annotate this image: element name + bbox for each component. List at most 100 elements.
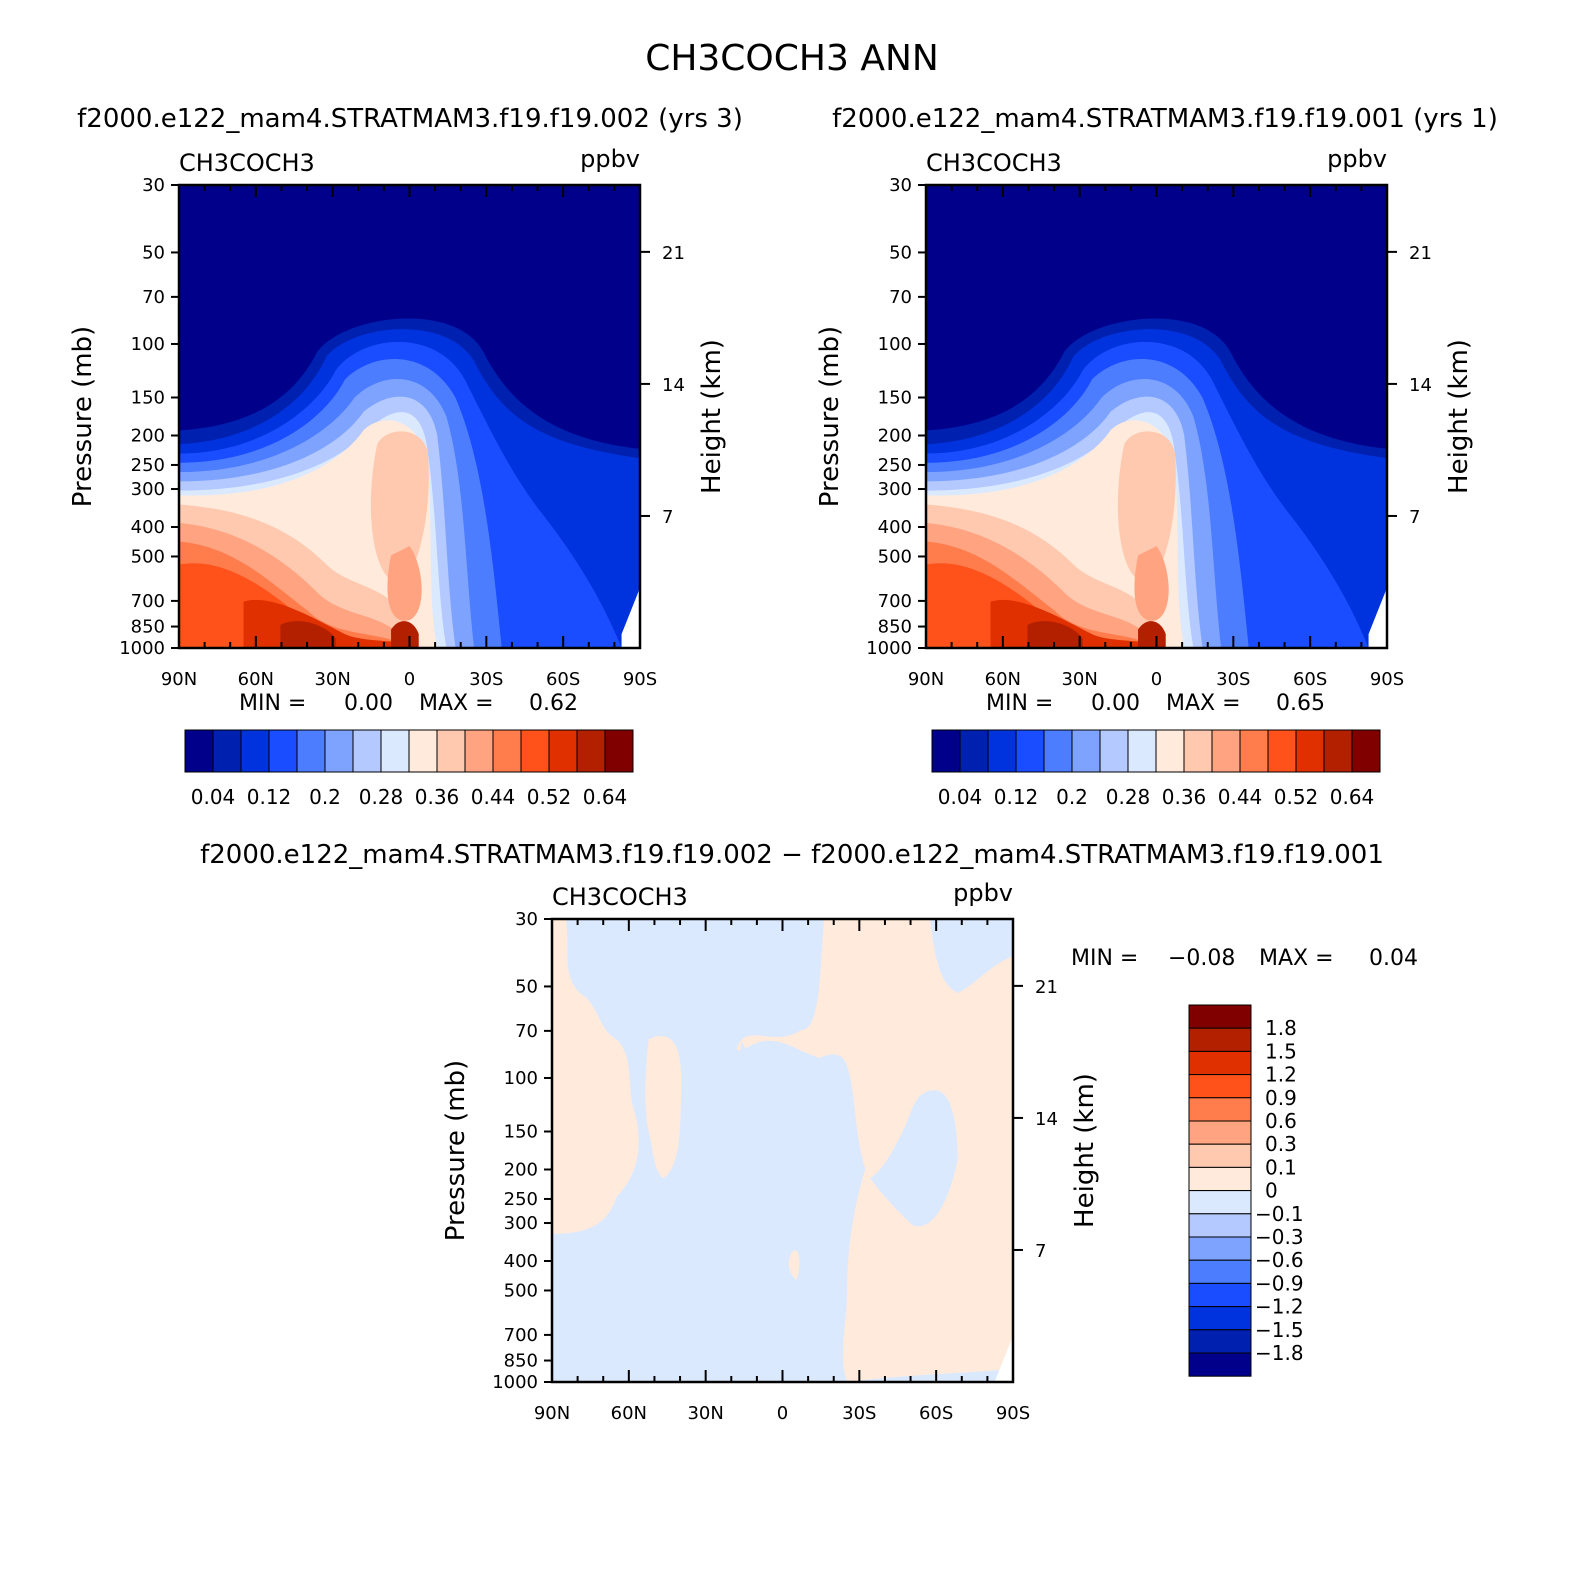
contour-region-15	[1027, 621, 1083, 648]
colorbar: 0.04 0.12 0.2 0.28 0.36 0.44 0.52 0.64	[184, 729, 634, 809]
contour-region-16	[1138, 621, 1166, 648]
contour-region-8	[370, 431, 429, 584]
variable-label: CH3COCH3	[926, 149, 1062, 177]
x-tick-label: 90S	[1370, 669, 1404, 690]
missing-data-region	[994, 1335, 1013, 1382]
missing-data-region	[1280, 587, 1387, 648]
y-right-axis-title: Height (km)	[1070, 1073, 1100, 1228]
colorbar-box	[520, 729, 550, 773]
y-right-tick-label: 7	[1409, 507, 1420, 528]
max-value: 0.04	[1369, 946, 1418, 971]
colorbar-box	[1188, 1027, 1252, 1052]
variable-label: CH3COCH3	[552, 883, 688, 911]
colorbar: 1.81.51.20.90.60.30.10−0.1−0.3−0.6−0.9−1…	[1188, 1004, 1304, 1377]
colorbar-box	[1127, 729, 1157, 773]
y-tick-label: 150	[131, 388, 165, 409]
colorbar-label: 0.52	[1274, 785, 1319, 809]
colorbar-box	[576, 729, 606, 773]
y-tick-label: 300	[878, 479, 912, 500]
colorbar-box	[296, 729, 326, 773]
y-tick-label: 200	[131, 425, 165, 446]
max-label: MAX =	[419, 691, 494, 716]
x-tick-label: 0	[777, 1403, 788, 1424]
diff-title: f2000.e122_mam4.STRATMAM3.f19.f19.002 − …	[200, 840, 1384, 870]
y-tick-label: 50	[515, 976, 538, 997]
y-tick-label: 400	[878, 517, 912, 538]
y-tick-label: 30	[515, 909, 538, 930]
colorbar-box	[1099, 729, 1129, 773]
contour-region-15	[280, 621, 336, 648]
colorbar-box	[268, 729, 298, 773]
contour-region-1	[645, 1036, 682, 1179]
colorbar-label: 0.64	[583, 785, 628, 809]
y-axis-title: Pressure (mb)	[815, 326, 845, 507]
x-tick-label: 90N	[161, 669, 197, 690]
colorbar-label: 0.36	[1162, 785, 1207, 809]
x-tick-label: 0	[404, 669, 415, 690]
contour-region-13	[926, 563, 1157, 648]
colorbar-box	[604, 729, 634, 773]
y-axis-title: Pressure (mb)	[441, 1060, 471, 1241]
max-value: 0.65	[1276, 691, 1325, 716]
colorbar-box	[1188, 1074, 1252, 1099]
panel-difference: 90N 60N 30N 0 30S 60S 90S305070100150200250300…	[441, 879, 1418, 1424]
colorbar-label: −0.3	[1255, 1225, 1304, 1249]
colorbar-label: 0.52	[527, 785, 572, 809]
subtitle-left: f2000.e122_mam4.STRATMAM3.f19.f19.002 (y…	[77, 104, 743, 134]
colorbar-box	[1188, 1097, 1252, 1122]
colorbar-box	[184, 729, 214, 773]
min-label: MIN =	[986, 691, 1053, 716]
plot-area: 90N 60N 30N 0 30S 60S 90S 30 50 70 100 150 200 250 300…	[815, 145, 1474, 809]
colorbar-box	[931, 729, 961, 773]
colorbar-box	[464, 729, 494, 773]
colorbar-label: 0.12	[247, 785, 292, 809]
x-tick-label: 60S	[546, 669, 580, 690]
y-tick-label: 1000	[866, 638, 912, 659]
x-tick-label: 0	[1151, 669, 1162, 690]
y-tick-label: 850	[131, 617, 165, 638]
max-label: MAX =	[1259, 946, 1334, 971]
y-tick-label: 30	[889, 175, 912, 196]
panel-left: 90N 60N 30N 0 30S 60S 90S 30 50 70 100 150 200 250 300…	[68, 145, 727, 809]
x-tick-label: 30S	[842, 1403, 876, 1424]
max-label: MAX =	[1166, 691, 1241, 716]
colorbar-box	[240, 729, 270, 773]
contour-region-8	[1117, 431, 1176, 584]
y-right-axis-title: Height (km)	[697, 339, 727, 494]
contour-region-4	[788, 1250, 800, 1281]
colorbar-box	[1188, 1329, 1252, 1354]
colorbar-box	[1295, 729, 1325, 773]
contour-region-2	[736, 919, 1013, 1382]
colorbar-label: 1.5	[1265, 1039, 1297, 1063]
contour-region-13	[179, 563, 410, 648]
y-tick-label: 400	[131, 517, 165, 538]
y-tick-label: 50	[889, 242, 912, 263]
y-right-tick-label: 14	[662, 375, 685, 396]
colorbar-box	[1188, 1236, 1252, 1261]
y-tick-label: 100	[131, 334, 165, 355]
colorbar-box	[324, 729, 354, 773]
colorbar-label: −1.5	[1255, 1318, 1304, 1342]
y-tick-label: 100	[878, 334, 912, 355]
colorbar-label: 0	[1265, 1179, 1278, 1203]
colorbar-box	[1071, 729, 1101, 773]
x-tick-label: 60S	[1293, 669, 1327, 690]
y-tick-label: 500	[131, 546, 165, 567]
y-tick-label: 300	[131, 479, 165, 500]
colorbar-box	[1239, 729, 1269, 773]
min-value: −0.08	[1168, 946, 1235, 971]
colorbar-label: 0.04	[938, 785, 983, 809]
colorbar-box	[959, 729, 989, 773]
colorbar-label: −0.1	[1255, 1202, 1304, 1226]
x-tick-label: 30S	[469, 669, 503, 690]
colorbar-box	[1188, 1213, 1252, 1238]
colorbar-box	[1155, 729, 1185, 773]
y-right-tick-label: 7	[662, 507, 673, 528]
y-tick-label: 500	[504, 1280, 538, 1301]
y-tick-label: 700	[878, 591, 912, 612]
colorbar-label: 0.9	[1265, 1086, 1297, 1110]
min-label: MIN =	[1071, 946, 1138, 971]
y-tick-label: 250	[504, 1189, 538, 1210]
colorbar-label: 0.28	[1106, 785, 1151, 809]
